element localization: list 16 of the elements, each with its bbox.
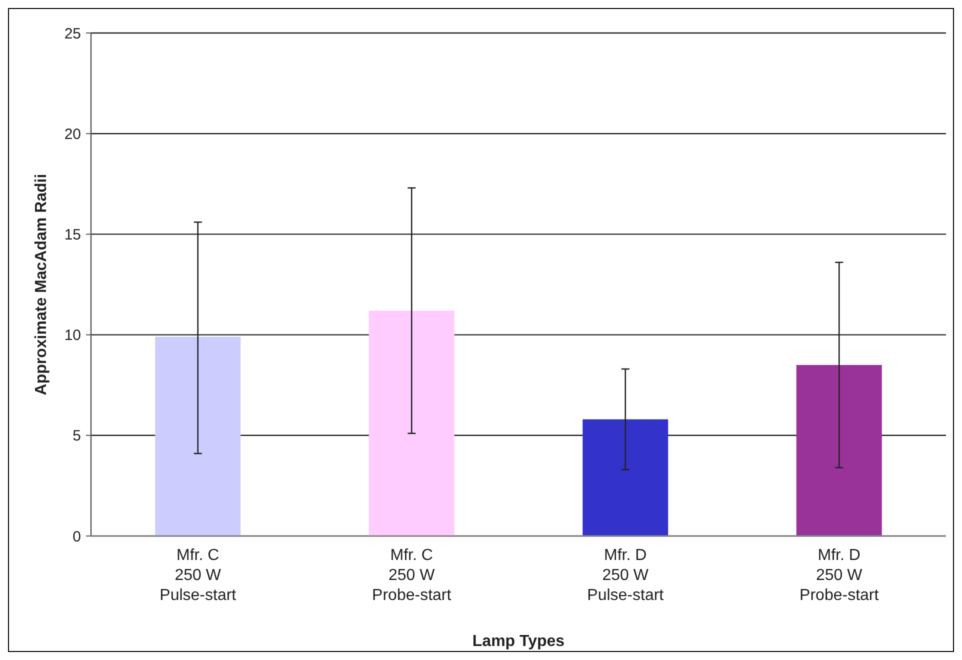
y-tick-label: 20 <box>64 126 81 143</box>
x-axis-title: Lamp Types <box>472 633 565 650</box>
x-tick-label: Mfr. C 250 W Probe-start <box>372 547 452 604</box>
bar <box>582 419 668 536</box>
y-axis-title: Approximate MacAdam Radii <box>33 174 50 396</box>
y-tick-label: 10 <box>64 327 81 344</box>
bar <box>155 336 241 536</box>
bar <box>796 364 882 536</box>
y-tick-label: 5 <box>72 428 81 445</box>
y-tick-label: 0 <box>72 528 81 546</box>
x-tick-label: Mfr. D 250 W Probe-start <box>800 547 880 604</box>
bar <box>368 310 454 536</box>
x-tick-label: Mfr. D 250 W Pulse-start <box>587 547 664 604</box>
x-tick-label: Mfr. C 250 W Pulse-start <box>160 547 237 604</box>
y-tick-label: 25 <box>64 25 81 42</box>
y-tick-label: 15 <box>64 226 81 244</box>
